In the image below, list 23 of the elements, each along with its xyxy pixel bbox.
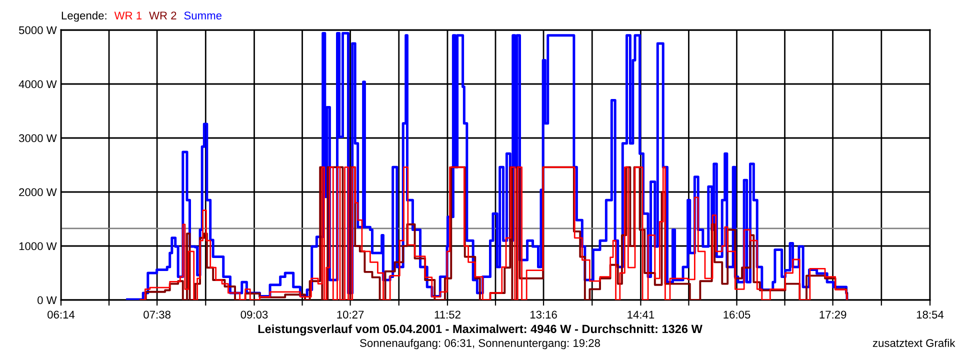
x-tick-label: 18:54: [916, 310, 944, 319]
text: Leistungsverlauf vom 05.04.2001 - Maximalwert: 4946 W - Durchschnitt: 1326 W: [258, 324, 702, 336]
y-tick-label: 3000 W: [18, 134, 57, 142]
legend-title: Legende:: [62, 11, 106, 22]
x-tick-label: 14:41: [628, 310, 654, 318]
text: WR 2: [149, 12, 176, 20]
text: Summe: [184, 12, 222, 20]
x-tick-label: 13:16: [530, 310, 557, 319]
x-tick-label: 17:29: [820, 310, 846, 319]
text: Sonnenaufgang: 06:31, Sonnenuntergang: 19:28: [360, 338, 600, 350]
y-tick-label: 1000 W: [19, 242, 57, 250]
text: WR 1: [114, 12, 142, 20]
x-tick-label: 06:14: [48, 310, 75, 319]
x-tick-label: 10:27: [337, 310, 364, 319]
x-tick-label: 07:38: [144, 310, 170, 319]
x-tick-label: 11:52: [434, 310, 460, 319]
text: zusatztext Grafik: [872, 338, 956, 347]
x-tick-label: 09:03: [240, 310, 268, 319]
y-tick-label: 5000 W: [18, 26, 57, 34]
x-tick-label: 16:05: [724, 310, 750, 319]
y-tick-label: 2000 W: [19, 188, 57, 196]
y-tick-label: 0 W: [38, 296, 57, 304]
y-tick-label: 4000 W: [18, 80, 57, 88]
